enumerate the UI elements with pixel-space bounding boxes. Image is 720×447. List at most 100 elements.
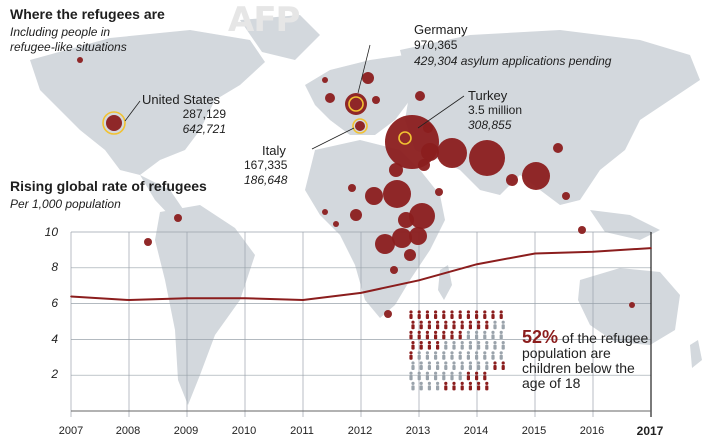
child-figure-body	[483, 354, 487, 360]
child-figure-body	[425, 375, 429, 381]
child-figure-head	[417, 351, 421, 355]
child-figure-body	[411, 344, 415, 350]
child-figure-body	[460, 365, 464, 370]
child-figure-head	[444, 320, 448, 324]
child-figure-body	[409, 314, 413, 319]
child-figure-body	[450, 375, 454, 381]
label-turkey-refugees: 3.5 million	[468, 103, 523, 117]
child-figure-head	[450, 351, 454, 355]
child-figure-head	[460, 320, 464, 324]
child-figure-body	[444, 324, 448, 330]
child-figure-head	[427, 381, 431, 385]
child-figure-head	[417, 310, 421, 314]
child-figure-body	[491, 334, 495, 340]
x-tick-label: 2015	[521, 425, 547, 437]
x-tick-label: 2010	[231, 425, 257, 437]
y-tick-label: 10	[44, 225, 58, 239]
child-figure-body	[475, 375, 479, 381]
child-figure-head	[411, 341, 415, 345]
leader-united-states	[124, 100, 141, 122]
land-australia	[578, 268, 680, 345]
child-figure-head	[458, 351, 462, 355]
child-figure-head	[483, 351, 487, 355]
child-figure-head	[411, 320, 415, 324]
data-point	[128, 299, 130, 301]
bubble-yemen	[435, 188, 443, 196]
child-figure-body	[458, 334, 462, 340]
children-callout: 52% of the refugee population are childr…	[522, 327, 649, 391]
child-figure-body	[444, 365, 448, 370]
bubble-cameroon	[350, 209, 362, 221]
child-figure-body	[434, 314, 438, 319]
bubble-chad	[365, 187, 383, 205]
x-tick-label: 2008	[115, 425, 141, 437]
child-figure-body	[499, 334, 503, 340]
map-subtitle-line-1: Including people in	[10, 25, 111, 39]
child-figure-head	[493, 320, 497, 324]
child-figure-head	[501, 341, 505, 345]
y-tick-label: 4	[51, 332, 58, 346]
bubble-russia	[415, 91, 425, 101]
child-figure-head	[475, 351, 479, 355]
data-point	[534, 252, 536, 255]
child-figure-head	[493, 341, 497, 345]
child-figure-body	[477, 385, 481, 391]
data-point	[186, 297, 188, 300]
child-figure-head	[485, 381, 489, 385]
child-figure-head	[501, 320, 505, 324]
child-figure-body	[460, 324, 464, 330]
child-figure-head	[442, 330, 446, 334]
child-figure-head	[458, 371, 462, 375]
x-tick-label: 2009	[173, 425, 199, 437]
bubble-india	[522, 162, 550, 190]
bubble-south-sudan	[398, 212, 414, 228]
label-united-states-pending: 642,721	[182, 122, 226, 136]
child-figure-head	[499, 310, 503, 314]
bubble-iraq	[423, 123, 433, 133]
child-figure-head	[493, 361, 497, 365]
leader-italy	[311, 127, 355, 150]
child-figure-head	[466, 310, 470, 314]
child-figure-body	[452, 365, 456, 370]
highlight-ring-germany	[348, 96, 364, 112]
child-figure-body	[493, 324, 497, 330]
child-figure-head	[409, 330, 413, 334]
child-figure-head	[460, 381, 464, 385]
watermark: AFP	[228, 0, 300, 40]
child-figure-body	[436, 385, 440, 391]
children-percent: 52%	[522, 327, 559, 347]
children-text-line-1: of the refugee	[561, 330, 649, 346]
bubble-tanzania	[404, 249, 416, 261]
child-figure-body	[468, 324, 472, 330]
child-figure-body	[442, 375, 446, 381]
bubble-drc	[375, 234, 395, 254]
bubble-canada	[77, 57, 83, 63]
child-figure-head	[425, 330, 429, 334]
land-europe	[305, 55, 420, 135]
child-figure-body	[477, 365, 481, 370]
child-figure-head	[442, 310, 446, 314]
child-figure-body	[409, 375, 413, 381]
child-figure-head	[475, 371, 479, 375]
data-point	[360, 292, 362, 294]
child-figure-body	[450, 354, 454, 360]
land-southeast-asia	[590, 210, 660, 240]
label-italy-refugees: 167,335	[244, 158, 288, 172]
child-figure-body	[411, 365, 415, 370]
land-new-zealand	[690, 340, 702, 368]
data-point	[70, 295, 72, 298]
child-figure-body	[417, 375, 421, 381]
child-figure-body	[485, 344, 489, 350]
x-tick-label: 2011	[290, 425, 314, 437]
child-figure-body	[501, 344, 505, 350]
child-figure-body	[425, 314, 429, 319]
child-figure-head	[460, 361, 464, 365]
child-figure-head	[468, 361, 472, 365]
child-figure-body	[450, 314, 454, 319]
child-figure-body	[444, 344, 448, 350]
y-tick-label: 6	[51, 296, 58, 310]
child-figure-head	[417, 371, 421, 375]
child-figure-body	[466, 314, 470, 319]
child-figure-head	[468, 320, 472, 324]
